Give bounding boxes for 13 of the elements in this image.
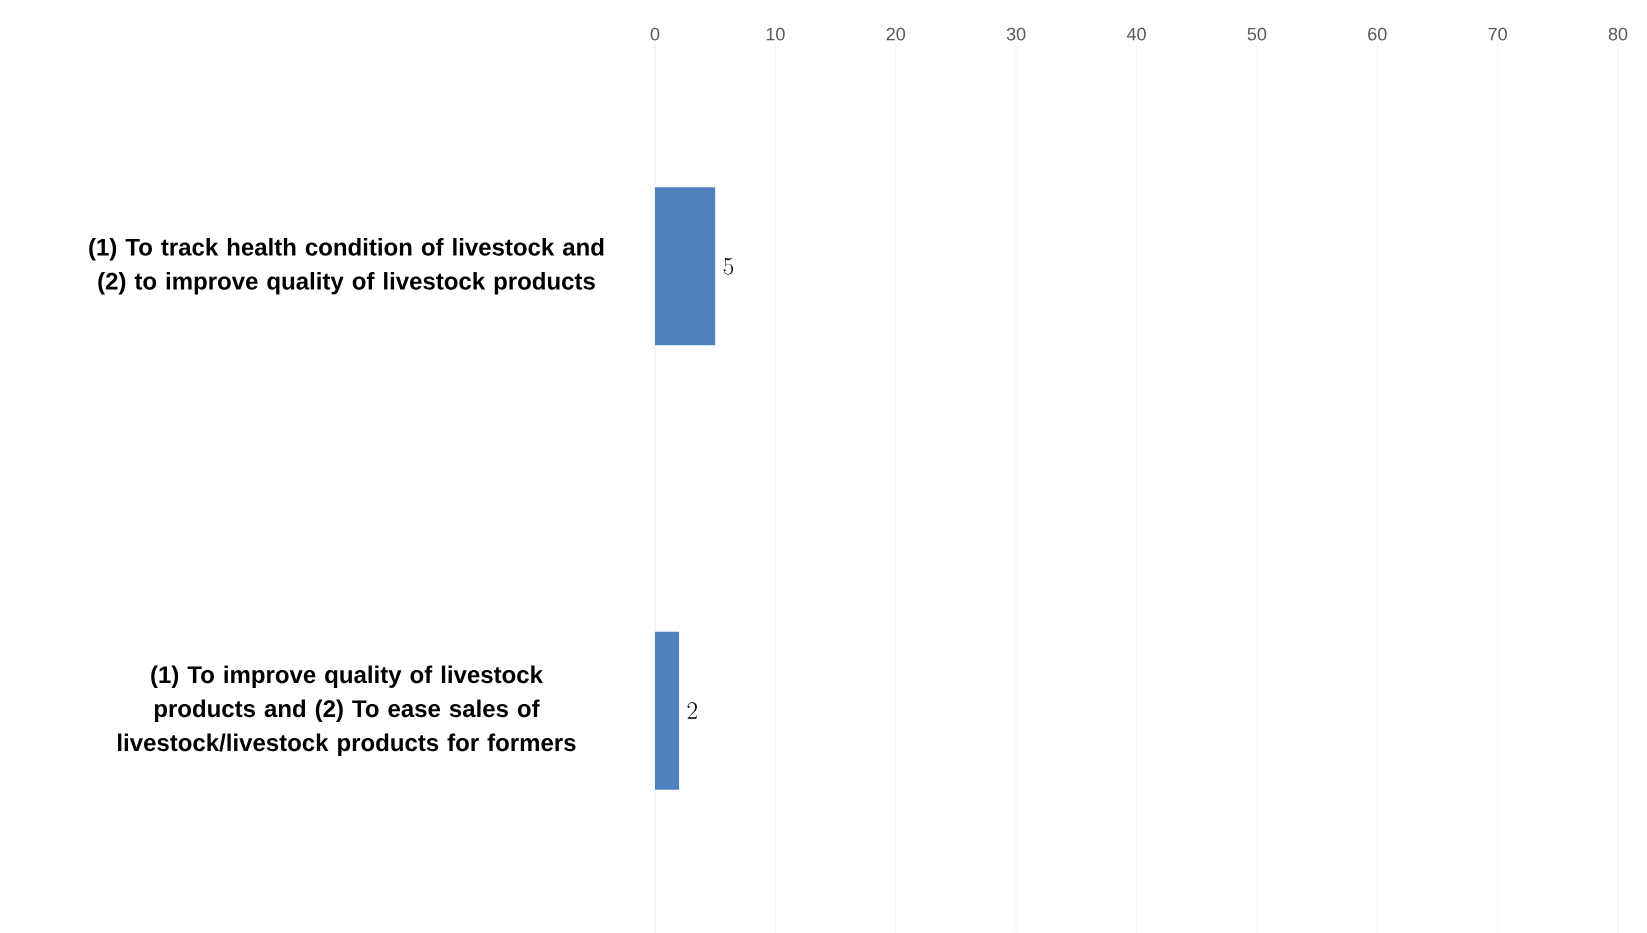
data-label: 5 bbox=[723, 257, 734, 275]
x-tick-label: 70 bbox=[1488, 27, 1507, 41]
y-tick-label: (1) To track health condition of livestock and (2) to improve quality of livestock products bbox=[89, 238, 604, 295]
x-tick-label: 0 bbox=[650, 27, 660, 41]
x-tick-label: 10 bbox=[766, 27, 785, 41]
x-tick-label: 80 bbox=[1608, 27, 1628, 41]
y-tick-label: (1) To improve quality of livestock products and (2) To ease sales of livestock/livestock products for formers bbox=[118, 665, 576, 756]
data-label: 2 bbox=[687, 702, 697, 719]
x-tick-label: 30 bbox=[1006, 27, 1026, 41]
x-tick-label: 20 bbox=[886, 27, 906, 41]
x-tick-label: 60 bbox=[1368, 27, 1387, 41]
x-tick-label: 50 bbox=[1247, 27, 1267, 41]
x-tick-label: 40 bbox=[1126, 27, 1146, 41]
